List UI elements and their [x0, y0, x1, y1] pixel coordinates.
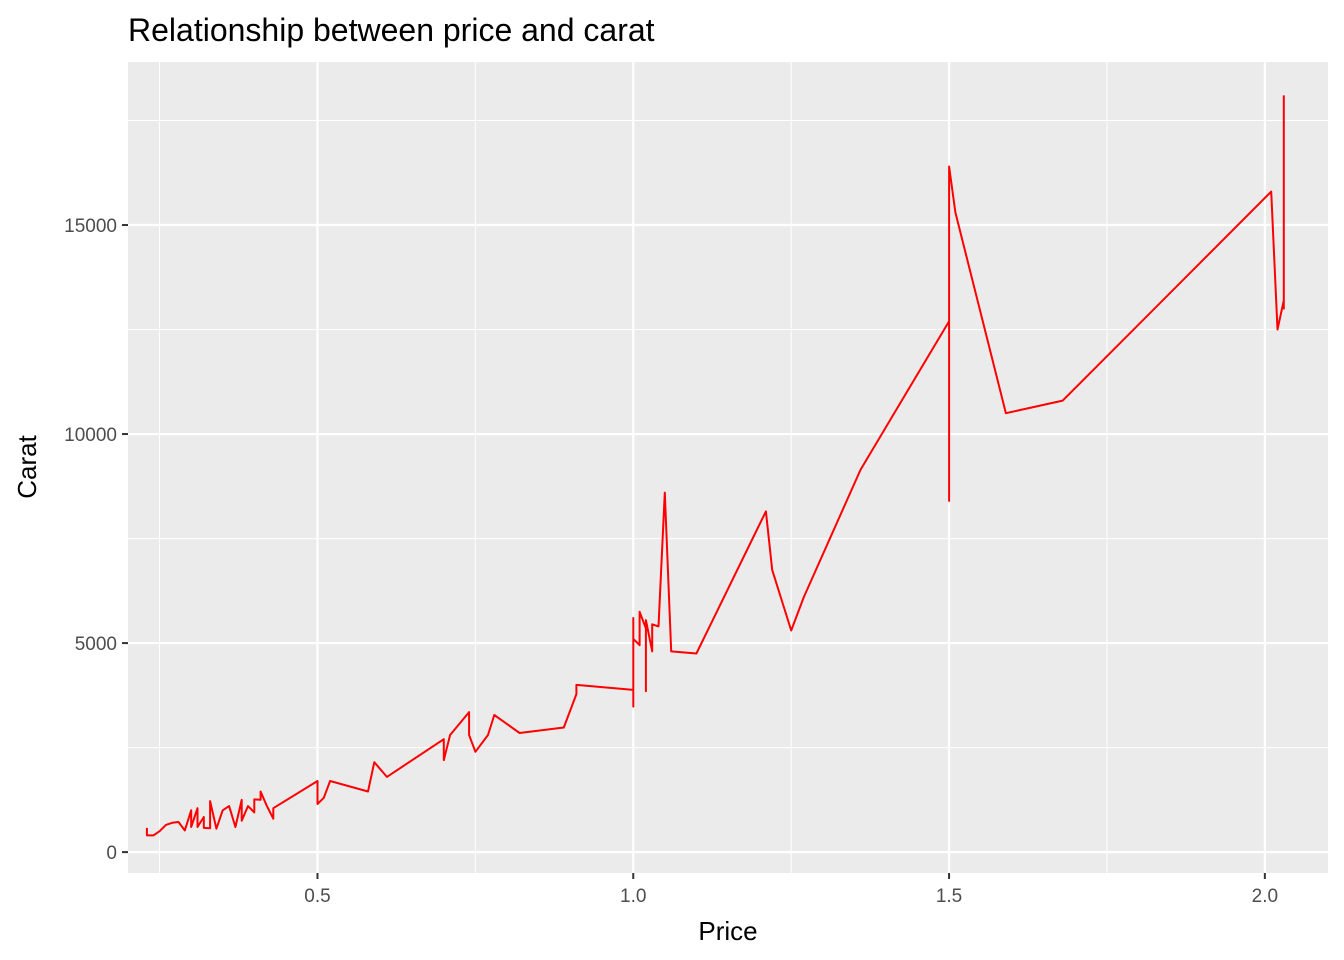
y-tick-label: 15000	[64, 216, 117, 237]
y-tick-label: 10000	[64, 425, 117, 446]
x-axis-title: Price	[698, 916, 757, 946]
series-line	[145, 95, 1285, 837]
x-axis-ticks: 0.5 1.0 1.5 2.0	[304, 873, 1278, 907]
x-tick-label: 1.0	[620, 886, 646, 907]
minor-gridlines	[128, 62, 1328, 873]
chart-title: Relationship between price and carat	[128, 12, 655, 48]
x-tick-label: 1.5	[936, 886, 962, 907]
x-tick-label: 0.5	[304, 886, 330, 907]
y-axis-title: Carat	[12, 434, 42, 498]
x-tick-label: 2.0	[1252, 886, 1278, 907]
y-axis-ticks: 0 5000 10000 15000	[64, 216, 128, 864]
plot-panel	[128, 62, 1328, 873]
y-tick-label: 0	[106, 843, 117, 864]
y-tick-label: 5000	[75, 634, 117, 655]
series-group	[145, 95, 1285, 837]
